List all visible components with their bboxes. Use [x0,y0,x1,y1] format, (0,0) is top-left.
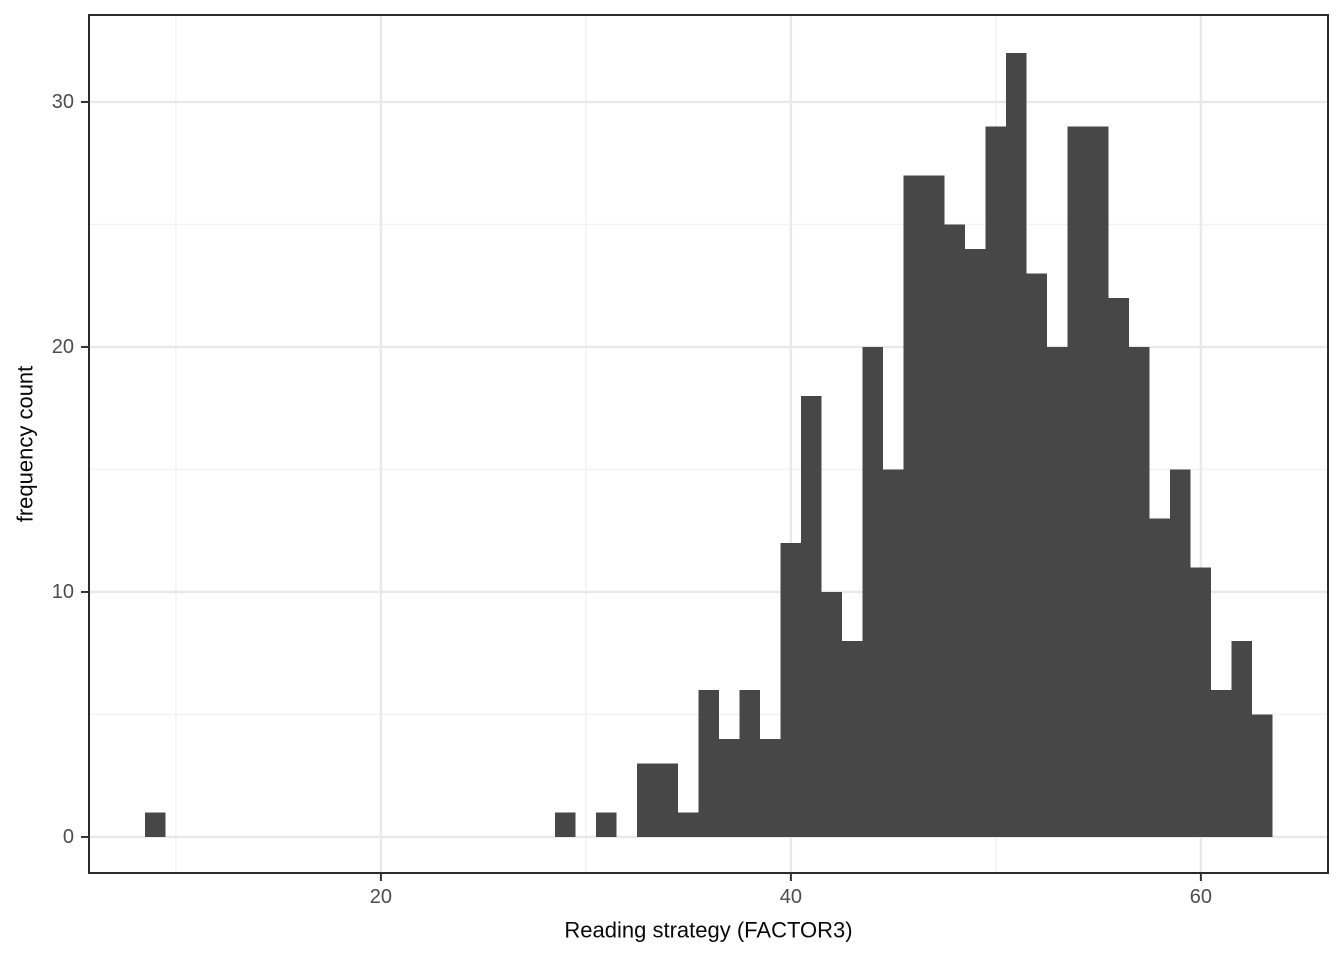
histogram-bar [965,248,986,837]
histogram-bar [1211,689,1232,837]
histogram-bar [739,689,761,837]
histogram-bar [1006,52,1027,837]
histogram-bar [1149,518,1171,837]
histogram-bar [944,224,966,837]
histogram-bar [698,689,720,837]
y-axis-tick-label: 30 [52,91,74,113]
histogram-bar [842,640,863,837]
histogram-bar [1129,346,1150,837]
axis-tick-marks [81,100,1202,881]
histogram-bar [1190,567,1212,837]
x-axis-tick-label: 20 [370,886,392,908]
histogram-bar [801,395,822,837]
histogram-bar [821,591,843,837]
histogram-bar [1088,126,1109,837]
histogram-bar [596,812,617,837]
histogram-bar [862,346,884,837]
histogram-bar [637,763,658,837]
histogram-bar [780,542,802,837]
histogram-bar [1108,297,1130,837]
y-axis-tick-label: 10 [52,581,74,603]
histogram-bar [145,812,166,837]
histogram-bar [555,812,576,837]
histogram-bar [883,469,904,837]
histogram-bar [719,738,740,837]
y-axis-tick-label: 20 [52,336,74,358]
x-axis-title: Reading strategy (FACTOR3) [564,918,852,943]
histogram-bar [678,812,699,837]
histogram-bar [1026,273,1048,837]
histogram-bar [1047,346,1068,837]
y-axis-tick-label: 0 [63,826,74,848]
histogram-bar [1170,469,1191,837]
histogram-bar [985,126,1007,837]
histogram-bar [1252,714,1273,837]
y-axis-title: frequency count [13,366,38,523]
histogram-bar [924,175,945,837]
plot-panel-border [88,14,1329,874]
axis-tick-labels: 20 40 60 0 10 20 30 [52,91,1212,908]
histogram-bar [1067,126,1089,837]
histogram-bar [903,175,925,837]
histogram-bar [1231,640,1253,837]
histogram-bar [657,763,679,837]
x-axis-tick-label: 40 [780,886,802,908]
x-axis-tick-label: 60 [1190,886,1212,908]
histogram-bars [145,52,1273,837]
histogram-bar [760,738,781,837]
